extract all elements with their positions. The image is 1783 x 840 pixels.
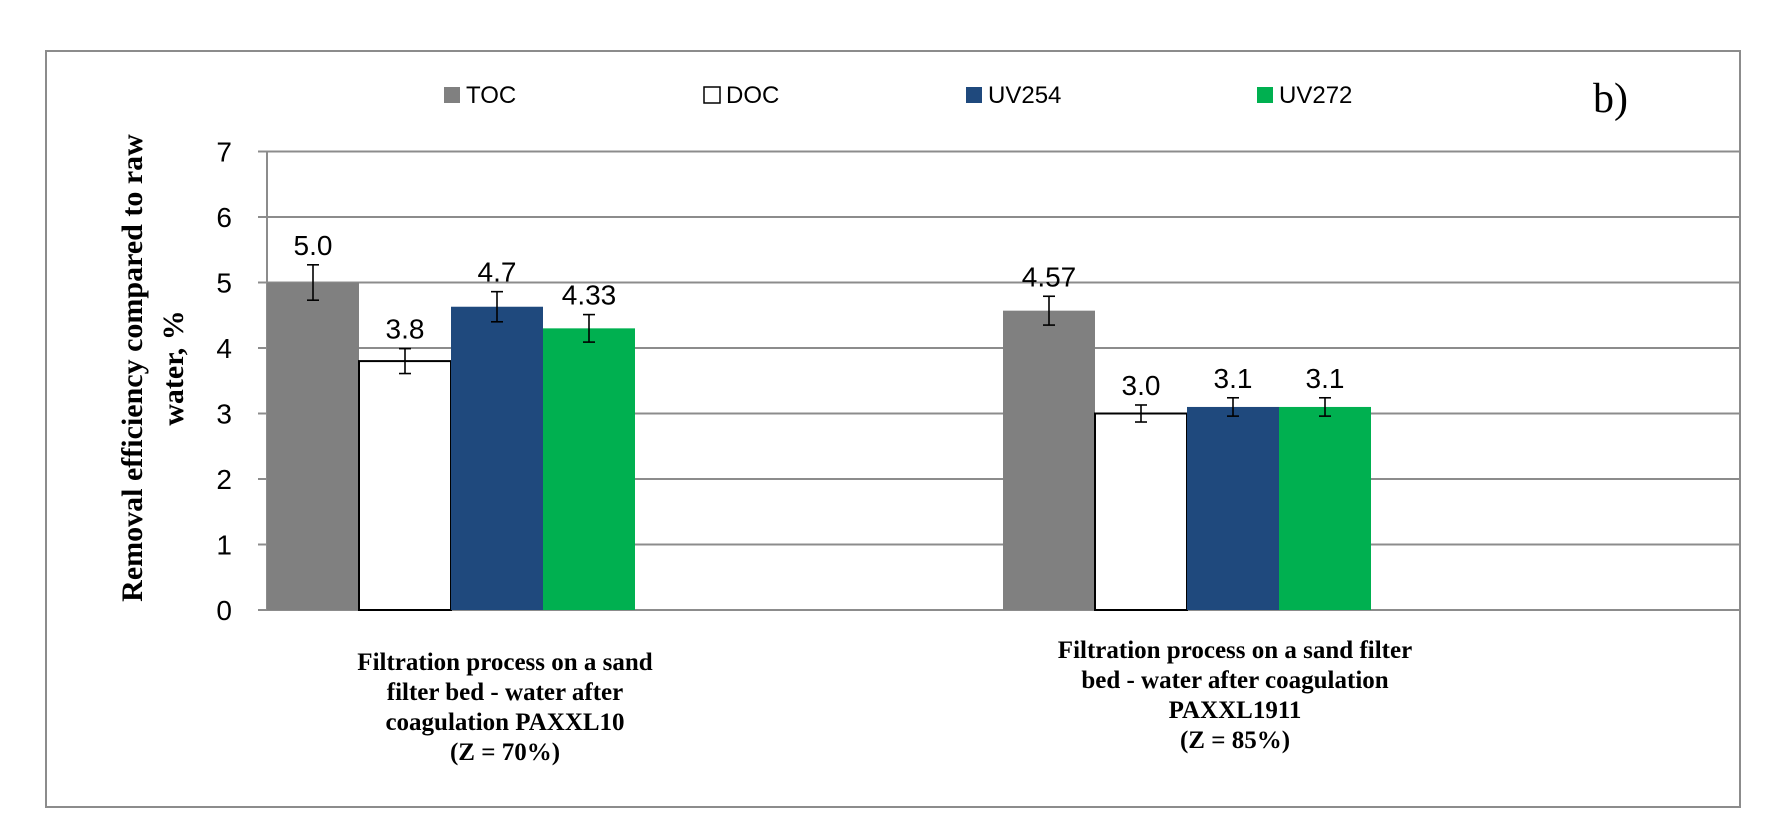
error-bar-uv254-2	[1227, 396, 1239, 417]
error-bar-uv254-1	[491, 290, 503, 323]
data-label-toc-1: 5.0	[294, 230, 333, 261]
data-label-uv272-2: 3.1	[1306, 363, 1345, 394]
error-bar-doc-2	[1135, 404, 1147, 423]
legend-item-uv254: UV254	[966, 82, 1061, 109]
error-bar-doc-1	[399, 347, 411, 375]
legend-swatch	[966, 87, 982, 103]
bar-uv272-2	[1279, 406, 1371, 610]
data-label-doc-2: 3.0	[1122, 370, 1161, 401]
legend-item-toc: TOC	[444, 82, 516, 109]
legend-label: DOC	[726, 82, 779, 109]
category-label-2: Filtration process on a sand filter bed -…	[1058, 637, 1412, 754]
legend-swatch	[1257, 87, 1273, 103]
bar-doc-1	[358, 360, 452, 611]
bar-uv254-1	[451, 306, 543, 610]
panel-label: b)	[1593, 76, 1628, 122]
y-tick-label: 2	[216, 464, 232, 495]
y-axis-label: Removal efficiency compared to raw water,…	[116, 134, 190, 602]
y-tick-label: 0	[216, 595, 232, 626]
data-label-doc-1: 3.8	[386, 314, 425, 345]
y-tick-label: 1	[216, 530, 232, 561]
bar-toc-1	[267, 282, 359, 610]
error-bar-uv272-2	[1319, 396, 1331, 417]
legend-label: TOC	[466, 82, 516, 109]
y-tick-label: 3	[216, 399, 232, 430]
y-axis-ticks: 0 1 2 3 4 5 6 7	[216, 137, 232, 627]
bar-uv254-2	[1187, 406, 1279, 610]
bar-uv272-1	[543, 328, 635, 610]
category-label-1: Filtration process on a sand filter bed -…	[357, 649, 652, 766]
legend: TOC DOC UV254 UV272	[444, 82, 1352, 109]
data-label-uv254-1: 4.7	[478, 257, 517, 288]
bar-doc-2	[1094, 412, 1188, 611]
legend-label: UV254	[988, 82, 1061, 109]
error-bar-uv272-1	[583, 313, 595, 343]
legend-swatch	[703, 86, 721, 104]
y-tick-label: 6	[216, 202, 232, 233]
error-bar-toc-2	[1043, 295, 1055, 326]
y-tick-label: 5	[216, 268, 232, 299]
data-label-uv254-2: 3.1	[1214, 363, 1253, 394]
chart-frame	[45, 50, 1741, 808]
y-tick-label: 7	[216, 137, 232, 168]
error-bar-toc-1	[307, 264, 319, 301]
y-tick-label: 4	[216, 333, 232, 364]
data-label-toc-2: 4.57	[1022, 261, 1077, 292]
data-labels: 5.0 4.57 3.8 3.0 4.7 3.1 4.33 3.1	[294, 230, 1345, 401]
legend-label: UV272	[1279, 82, 1352, 109]
error-bars	[307, 264, 1331, 423]
bar-toc-2	[1003, 310, 1095, 610]
legend-item-uv272: UV272	[1257, 82, 1352, 109]
legend-item-doc: DOC	[703, 82, 779, 109]
legend-swatch	[444, 87, 460, 103]
data-label-uv272-1: 4.33	[562, 280, 617, 311]
bars	[267, 282, 1371, 611]
category-labels: Filtration process on a sand filter bed -…	[357, 637, 1412, 766]
